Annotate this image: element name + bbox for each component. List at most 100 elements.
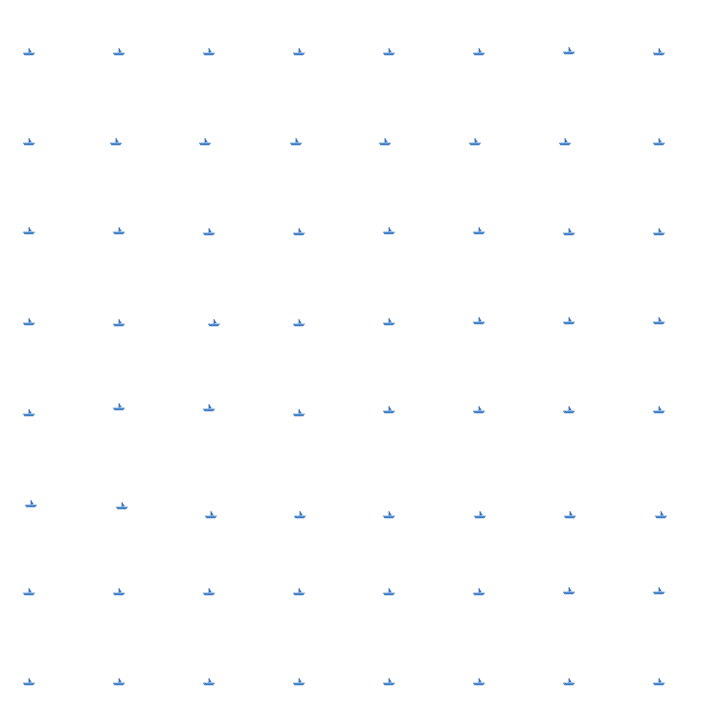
boat-icon-glyph [473,588,485,596]
boat-icon[interactable] [112,226,126,236]
boat-icon[interactable] [563,510,577,520]
boat-icon[interactable] [202,587,216,597]
boat-icon[interactable] [652,227,666,237]
boat-icon[interactable] [202,227,216,237]
boat-icon[interactable] [562,677,576,687]
boat-icon[interactable] [112,47,126,57]
boat-icon[interactable] [22,317,36,327]
boat-icon[interactable] [652,677,666,687]
boat-icon[interactable] [382,226,396,236]
boat-icon[interactable] [562,46,576,56]
boat-icon-glyph [563,228,575,236]
boat-icon-glyph [293,319,305,327]
boat-icon[interactable] [112,318,126,328]
boat-icon[interactable] [22,677,36,687]
boat-icon-glyph [653,317,665,325]
boat-icon[interactable] [292,47,306,57]
boat-icon[interactable] [115,501,129,511]
boat-icon[interactable] [22,408,36,418]
boat-icon[interactable] [204,510,218,520]
boat-icon[interactable] [289,137,303,147]
boat-icon[interactable] [472,47,486,57]
boat-icon[interactable] [652,47,666,57]
boat-icon-glyph [203,48,215,56]
boat-icon-glyph [294,511,306,519]
boat-icon[interactable] [292,227,306,237]
boat-icon[interactable] [472,226,486,236]
boat-icon[interactable] [473,510,487,520]
boat-icon-glyph [199,138,211,146]
boat-icon-glyph [564,511,576,519]
boat-icon[interactable] [654,510,668,520]
boat-icon-glyph [293,228,305,236]
boat-icon[interactable] [292,587,306,597]
boat-icon[interactable] [22,587,36,597]
boat-icon-glyph [23,48,35,56]
boat-icon[interactable] [382,677,396,687]
boat-icon-glyph [25,500,37,508]
boat-icon[interactable] [382,47,396,57]
boat-icon-glyph [208,319,220,327]
boat-icon-glyph [563,47,575,55]
boat-icon-glyph [563,317,575,325]
boat-icon-glyph [23,678,35,686]
boat-icon[interactable] [22,47,36,57]
boat-icon-glyph [655,511,667,519]
boat-icon[interactable] [109,137,123,147]
boat-icon[interactable] [382,587,396,597]
boat-icon-glyph [293,48,305,56]
boat-icon-glyph [383,318,395,326]
boat-icon[interactable] [293,510,307,520]
boat-icon-glyph [203,588,215,596]
boat-icon[interactable] [472,316,486,326]
boat-icon-glyph [563,587,575,595]
boat-icon-glyph [113,588,125,596]
boat-icon[interactable] [652,586,666,596]
boat-icon[interactable] [652,405,666,415]
boat-icon[interactable] [112,677,126,687]
boat-icon[interactable] [382,405,396,415]
boat-icon-glyph [23,318,35,326]
boat-icon-glyph [379,138,391,146]
boat-icon-glyph [23,588,35,596]
boat-icon[interactable] [112,402,126,412]
boat-icon[interactable] [24,499,38,509]
boat-icon-glyph [653,406,665,414]
boat-icon[interactable] [652,316,666,326]
boat-icon-glyph [653,228,665,236]
boat-icon[interactable] [202,403,216,413]
boat-icon[interactable] [562,405,576,415]
boat-icon[interactable] [558,137,572,147]
boat-icon-glyph [113,678,125,686]
boat-icon-glyph [469,138,481,146]
boat-icon-glyph [290,138,302,146]
boat-icon-glyph [559,138,571,146]
boat-icon-glyph [203,404,215,412]
boat-icon[interactable] [652,137,666,147]
boat-icon[interactable] [472,587,486,597]
boat-icon[interactable] [378,137,392,147]
boat-icon[interactable] [22,226,36,236]
boat-icon[interactable] [22,137,36,147]
boat-icon[interactable] [202,47,216,57]
boat-icon[interactable] [562,316,576,326]
boat-icon[interactable] [472,405,486,415]
boat-icon[interactable] [207,318,221,328]
boat-icon[interactable] [382,317,396,327]
boat-icon[interactable] [292,408,306,418]
boat-icon[interactable] [112,587,126,597]
boat-icon[interactable] [292,677,306,687]
boat-icon[interactable] [562,586,576,596]
boat-icon-glyph [563,678,575,686]
boat-icon-glyph [563,406,575,414]
boat-icon[interactable] [562,227,576,237]
boat-icon[interactable] [292,318,306,328]
boat-icon[interactable] [382,510,396,520]
boat-icon-glyph [383,48,395,56]
boat-icon[interactable] [202,677,216,687]
boat-icon[interactable] [198,137,212,147]
boat-icon[interactable] [468,137,482,147]
boat-icon[interactable] [472,677,486,687]
boat-icon-glyph [473,227,485,235]
